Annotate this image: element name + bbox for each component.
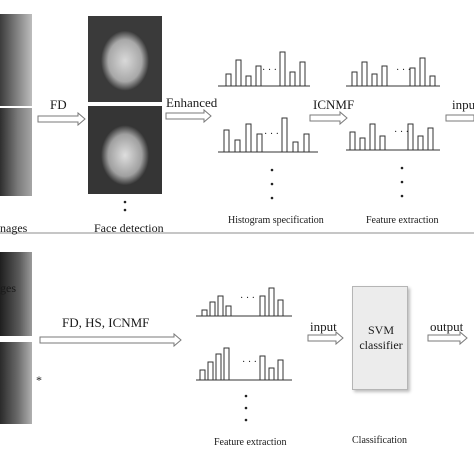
input-image-bottom-2 <box>0 342 32 424</box>
histogram-bar <box>207 361 214 381</box>
histogram-bar <box>245 75 252 87</box>
detected-face-1 <box>88 16 162 102</box>
histogram-bar <box>209 301 216 317</box>
arrow-enhanced <box>165 108 212 124</box>
label-fd: FD <box>50 97 67 112</box>
arrow-pipeline <box>39 332 182 348</box>
arrow-output <box>427 330 468 346</box>
histogram-bar <box>225 73 232 87</box>
histogram-bar <box>268 367 275 381</box>
histogram-bar <box>235 59 242 87</box>
histogram-bar <box>371 73 378 87</box>
histogram-bar <box>234 139 241 153</box>
histogram-bar <box>217 295 224 317</box>
arrow-input-top <box>445 114 474 122</box>
histogram-bar <box>277 359 284 381</box>
histogram-bar <box>259 355 266 381</box>
histogram-bar <box>259 295 266 317</box>
histogram-bar <box>417 135 424 151</box>
histogram-bar <box>419 57 426 87</box>
histogram-bar <box>281 117 288 153</box>
caption-classification: Classification <box>352 435 407 446</box>
histogram-bar <box>215 353 222 381</box>
histogram-bar <box>245 123 252 153</box>
histogram-bar <box>409 67 416 87</box>
hist-ellipsis: · · · <box>242 357 257 368</box>
asterisk-mark: * <box>36 373 42 387</box>
histogram-bar <box>351 71 358 87</box>
histogram-bar <box>255 65 262 87</box>
caption-face-detection: Face detection <box>94 221 164 235</box>
label-input-bottom: input <box>310 319 337 334</box>
svm-subtitle: classifier <box>359 338 403 352</box>
histogram-bar <box>299 61 306 87</box>
hist-ellipsis: · · · <box>262 65 277 76</box>
histogram-bar <box>268 287 275 317</box>
histogram-bar <box>201 309 208 317</box>
hist-ellipsis: · · · <box>396 65 411 76</box>
histogram-bar <box>381 65 388 87</box>
histogram-bar <box>361 61 368 87</box>
arrow-input-bottom <box>307 330 344 346</box>
caption-feature-extraction-bottom: Feature extraction <box>214 437 287 448</box>
input-image-top-2 <box>0 108 32 196</box>
histogram-bar <box>277 299 284 317</box>
detected-face-2 <box>88 106 162 194</box>
caption-images-bottom: ges <box>0 281 16 295</box>
histogram-bar <box>427 127 434 151</box>
arrow-icnmf <box>309 110 348 126</box>
label-enhanced: Enhanced <box>166 95 218 110</box>
label-output: output <box>430 319 464 334</box>
histogram-bar <box>289 71 296 87</box>
arrow-fd <box>37 111 86 127</box>
svm-classifier-box: SVM classifier <box>352 286 408 390</box>
caption-histogram-specification: Histogram specification <box>228 215 324 226</box>
hist-ellipsis: · · · <box>240 293 255 304</box>
svm-title: SVM <box>367 323 394 337</box>
histogram-bar <box>292 141 299 153</box>
hist-ellipsis: · · · <box>394 127 409 138</box>
histogram-bar <box>407 123 414 151</box>
histogram-bar <box>359 137 366 151</box>
histogram-bar <box>303 133 310 153</box>
histogram-bar <box>369 123 376 151</box>
histogram-bar <box>429 75 436 87</box>
label-input-top: input <box>452 97 474 112</box>
caption-feature-extraction-top: Feature extraction <box>366 215 439 226</box>
label-pipeline: FD, HS, ICNMF <box>62 315 150 330</box>
histogram-bar <box>223 129 230 153</box>
hist-ellipsis: · · · <box>264 129 279 140</box>
histogram-bar <box>199 369 206 381</box>
histogram-bar <box>225 305 232 317</box>
label-icnmf: ICNMF <box>313 97 355 112</box>
caption-images-top: nages <box>0 221 28 235</box>
input-image-top-1 <box>0 14 32 106</box>
histogram-bar <box>279 51 286 87</box>
input-image-bottom-1 <box>0 252 32 336</box>
histogram-bar <box>349 131 356 151</box>
histogram-bar <box>379 135 386 151</box>
histogram-bar <box>256 133 263 153</box>
histogram-bar <box>223 347 230 381</box>
